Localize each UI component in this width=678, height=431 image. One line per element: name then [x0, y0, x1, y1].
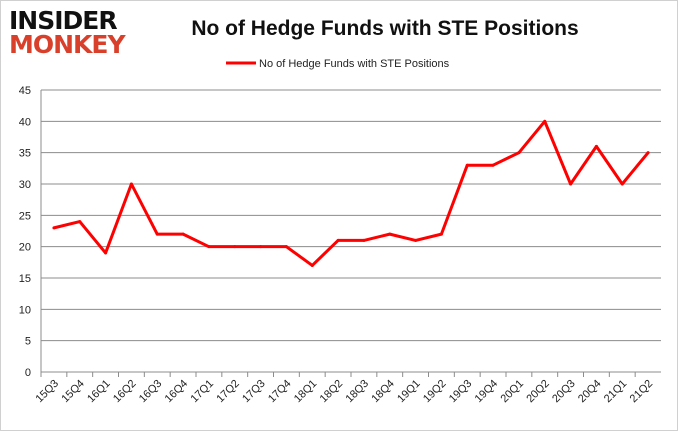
x-tick-label: 16Q4 — [163, 378, 191, 406]
data-point — [233, 245, 237, 249]
x-tick-label: 21Q1 — [602, 378, 630, 406]
x-tick-label: 18Q4 — [369, 378, 397, 406]
series-line — [53, 119, 650, 267]
x-tick-label: 15Q4 — [59, 378, 87, 406]
y-tick-label: 20 — [19, 242, 31, 254]
x-tick-label: 17Q4 — [266, 378, 294, 406]
x-tick-label: 16Q2 — [111, 378, 139, 406]
data-point — [646, 151, 650, 155]
data-point — [181, 232, 185, 236]
y-tick-label: 0 — [25, 367, 31, 379]
logo-line2: MONKEY — [9, 30, 126, 59]
data-point — [517, 151, 521, 155]
x-tick-label: 20Q3 — [550, 378, 578, 406]
x-tick-label: 17Q2 — [214, 378, 242, 406]
y-tick-label: 15 — [19, 273, 31, 285]
data-point — [620, 182, 624, 186]
logo-line1: INSIDER — [9, 6, 118, 35]
data-point — [52, 226, 56, 230]
legend-label: No of Hedge Funds with STE Positions — [259, 58, 450, 70]
x-tick-label: 19Q3 — [447, 378, 475, 406]
data-point — [388, 232, 392, 236]
data-point — [414, 238, 418, 242]
x-tick-label: 17Q3 — [240, 378, 268, 406]
x-tick-label: 19Q4 — [473, 378, 501, 406]
data-point — [284, 245, 288, 249]
x-tick-label: 15Q3 — [34, 378, 62, 406]
data-point — [362, 238, 366, 242]
x-tick-label: 16Q3 — [137, 378, 165, 406]
data-point — [310, 263, 314, 267]
x-tick-label: 20Q1 — [499, 378, 527, 406]
y-tick-label: 35 — [19, 148, 31, 160]
x-tick-label: 19Q2 — [421, 378, 449, 406]
data-point — [207, 245, 211, 249]
y-tick-label: 10 — [19, 304, 31, 316]
x-tick-label: 16Q1 — [85, 378, 113, 406]
x-tick-label: 18Q2 — [318, 378, 346, 406]
data-point — [336, 238, 340, 242]
y-tick-label: 25 — [19, 210, 31, 222]
data-point — [129, 182, 133, 186]
x-tick-label: 17Q1 — [189, 378, 217, 406]
x-tick-label: 18Q3 — [344, 378, 372, 406]
x-tick-label: 18Q1 — [292, 378, 320, 406]
chart-title: No of Hedge Funds with STE Positions — [191, 17, 579, 40]
data-point — [104, 251, 108, 255]
data-point — [594, 144, 598, 148]
data-point — [155, 232, 159, 236]
x-tick-label: 20Q2 — [524, 378, 552, 406]
data-point — [543, 119, 547, 123]
data-point — [569, 182, 573, 186]
data-point — [465, 163, 469, 167]
y-tick-label: 40 — [19, 116, 31, 128]
x-tick-label: 20Q4 — [576, 378, 604, 406]
x-tick-label: 21Q2 — [628, 378, 656, 406]
data-point — [78, 220, 82, 224]
y-tick-label: 30 — [19, 179, 31, 191]
x-tick-label: 19Q1 — [395, 378, 423, 406]
data-point — [491, 163, 495, 167]
y-tick-label: 5 — [25, 336, 31, 348]
data-point — [259, 245, 263, 249]
y-tick-label: 45 — [19, 85, 31, 97]
insider-monkey-logo: INSIDER MONKEY — [9, 6, 126, 59]
data-point — [439, 232, 443, 236]
